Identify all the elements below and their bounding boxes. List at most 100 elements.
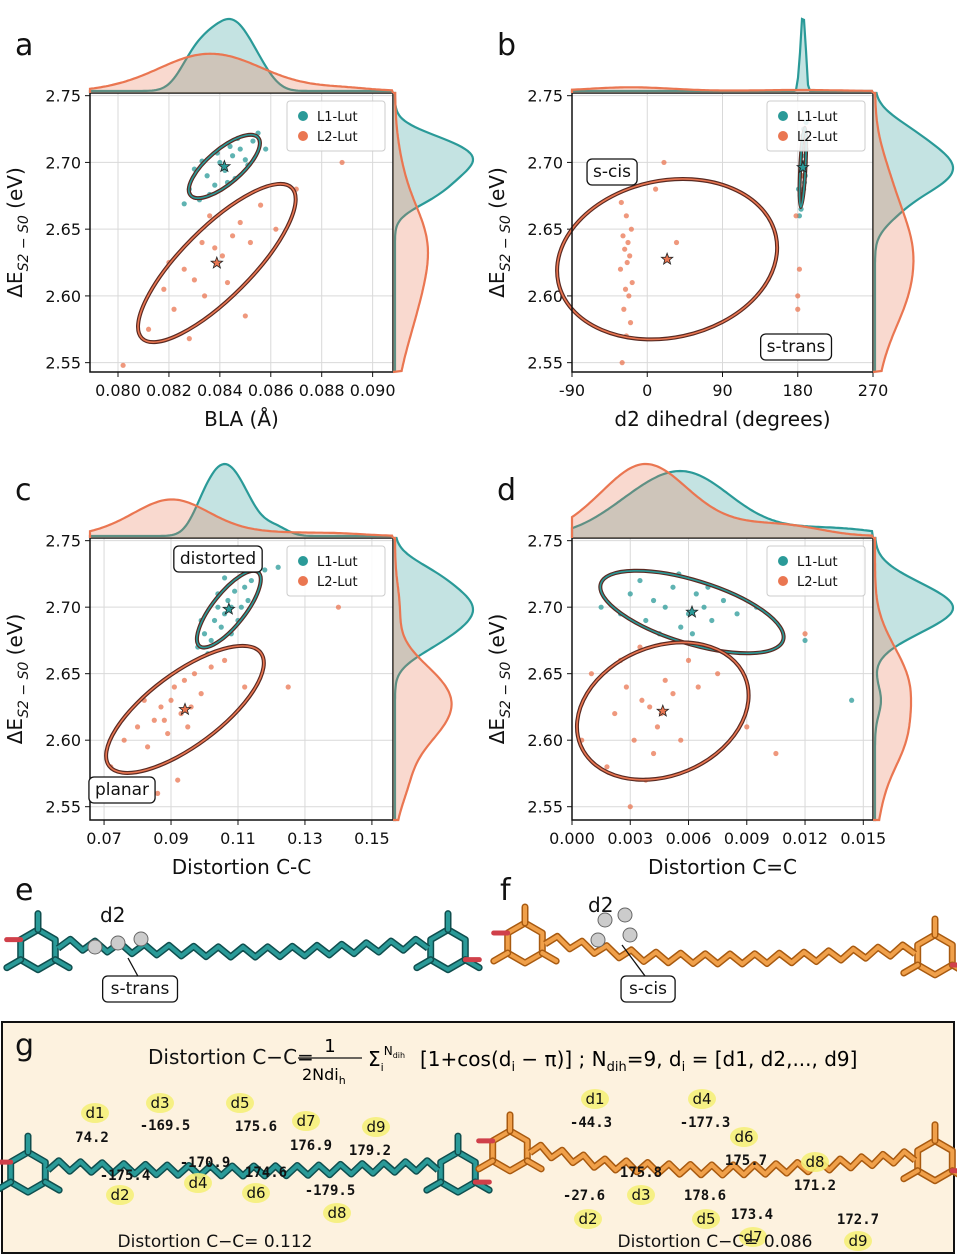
point — [639, 698, 644, 703]
legend-marker — [778, 556, 788, 566]
point — [670, 585, 675, 590]
point — [152, 718, 157, 723]
point — [245, 598, 250, 603]
point — [145, 744, 150, 749]
point — [678, 625, 683, 630]
point — [239, 605, 244, 610]
formula-part: dih — [607, 1060, 627, 1075]
point — [686, 658, 691, 663]
legend-marker — [298, 111, 308, 121]
x-tick-label: 270 — [858, 381, 889, 400]
point — [158, 704, 163, 709]
y-label-sub: S2 − S0 — [498, 215, 514, 271]
x-tick-label: 0.13 — [287, 829, 323, 848]
y-label-sub: S2 − S0 — [16, 662, 32, 718]
point — [243, 157, 248, 162]
point — [171, 307, 176, 312]
top-marginal-density — [90, 54, 393, 93]
point — [202, 293, 207, 298]
point — [674, 240, 679, 245]
x-tick-label: 0.009 — [724, 829, 770, 848]
point — [625, 240, 630, 245]
point — [263, 146, 268, 151]
dihedral-angle: 171.2 — [794, 1178, 836, 1194]
point — [624, 684, 629, 689]
point — [238, 146, 243, 151]
point — [225, 598, 230, 603]
formula-part: i — [381, 1061, 384, 1074]
y-tick-label: 2.75 — [45, 87, 81, 106]
point — [202, 631, 207, 636]
x-tick-label: 0.015 — [840, 829, 886, 848]
dihedral-name: d5 — [230, 1094, 249, 1112]
x-tick-label: -90 — [559, 381, 585, 400]
point — [626, 293, 631, 298]
point — [795, 307, 800, 312]
legend-label: L1-Lut — [317, 555, 358, 570]
y-label-main: ΔE — [485, 718, 509, 744]
legend-label: L1-Lut — [797, 110, 838, 125]
panel-label: b — [497, 28, 516, 63]
x-tick-label: 0.090 — [350, 381, 396, 400]
point — [182, 267, 187, 272]
point — [146, 327, 151, 332]
point — [165, 731, 170, 736]
x-tick-label: 0.09 — [153, 829, 189, 848]
y-tick-label: 2.55 — [45, 354, 81, 373]
point — [199, 691, 204, 696]
formula-part: N — [384, 1044, 393, 1058]
point — [696, 684, 701, 689]
dihedral-angle: -175.4 — [100, 1168, 151, 1184]
point — [209, 638, 214, 643]
x-tick-label: 0.088 — [299, 381, 345, 400]
legend-marker — [298, 131, 308, 141]
y-tick-label: 2.60 — [527, 731, 563, 750]
point — [663, 605, 668, 610]
dihedral-name: d3 — [150, 1094, 169, 1112]
dihedral-name: d9 — [366, 1118, 385, 1136]
point — [619, 200, 624, 205]
dihedral-name: d2 — [578, 1210, 597, 1228]
y-label-main: ΔE — [485, 271, 509, 297]
y-axis-label: ΔES2 − S0 (eV) — [485, 614, 514, 745]
y-axis-label: ΔES2 − S0 (eV) — [3, 614, 32, 745]
point — [628, 320, 633, 325]
point — [670, 691, 675, 696]
formula-part: − π)] ; N — [515, 1047, 607, 1071]
point — [734, 611, 739, 616]
dihedral-label: d2 — [100, 903, 125, 927]
legend-label: L2-Lut — [317, 130, 358, 145]
figure: a0.0800.0820.0840.0860.0880.0902.552.602… — [0, 0, 957, 1255]
y-label-main: ΔE — [3, 718, 27, 744]
point — [721, 598, 726, 603]
y-tick-label: 2.75 — [527, 532, 563, 551]
point — [175, 777, 180, 782]
atom — [88, 940, 102, 954]
point — [599, 605, 604, 610]
point — [122, 738, 127, 743]
point — [205, 173, 210, 178]
point — [709, 618, 714, 623]
y-tick-label: 2.65 — [45, 665, 81, 684]
ring-bond — [21, 930, 56, 970]
y-label-unit: (eV) — [3, 614, 27, 662]
point — [248, 240, 253, 245]
legend-marker — [778, 131, 788, 141]
distortion-value: Distortion C−C= 0.112 — [118, 1232, 313, 1252]
atom — [111, 936, 125, 950]
point — [212, 618, 217, 623]
point — [182, 678, 187, 683]
y-axis-label: ΔES2 − S0 (eV) — [485, 167, 514, 298]
y-tick-label: 2.65 — [527, 665, 563, 684]
point — [773, 751, 778, 756]
dihedral-name: d2 — [110, 1186, 129, 1204]
x-tick-label: 0 — [642, 381, 652, 400]
distortion-number: 0.086 — [764, 1232, 813, 1252]
point — [624, 213, 629, 218]
point — [168, 698, 173, 703]
point — [802, 638, 807, 643]
point — [220, 253, 225, 258]
point — [212, 183, 217, 188]
point — [678, 738, 683, 743]
legend-marker — [298, 556, 308, 566]
